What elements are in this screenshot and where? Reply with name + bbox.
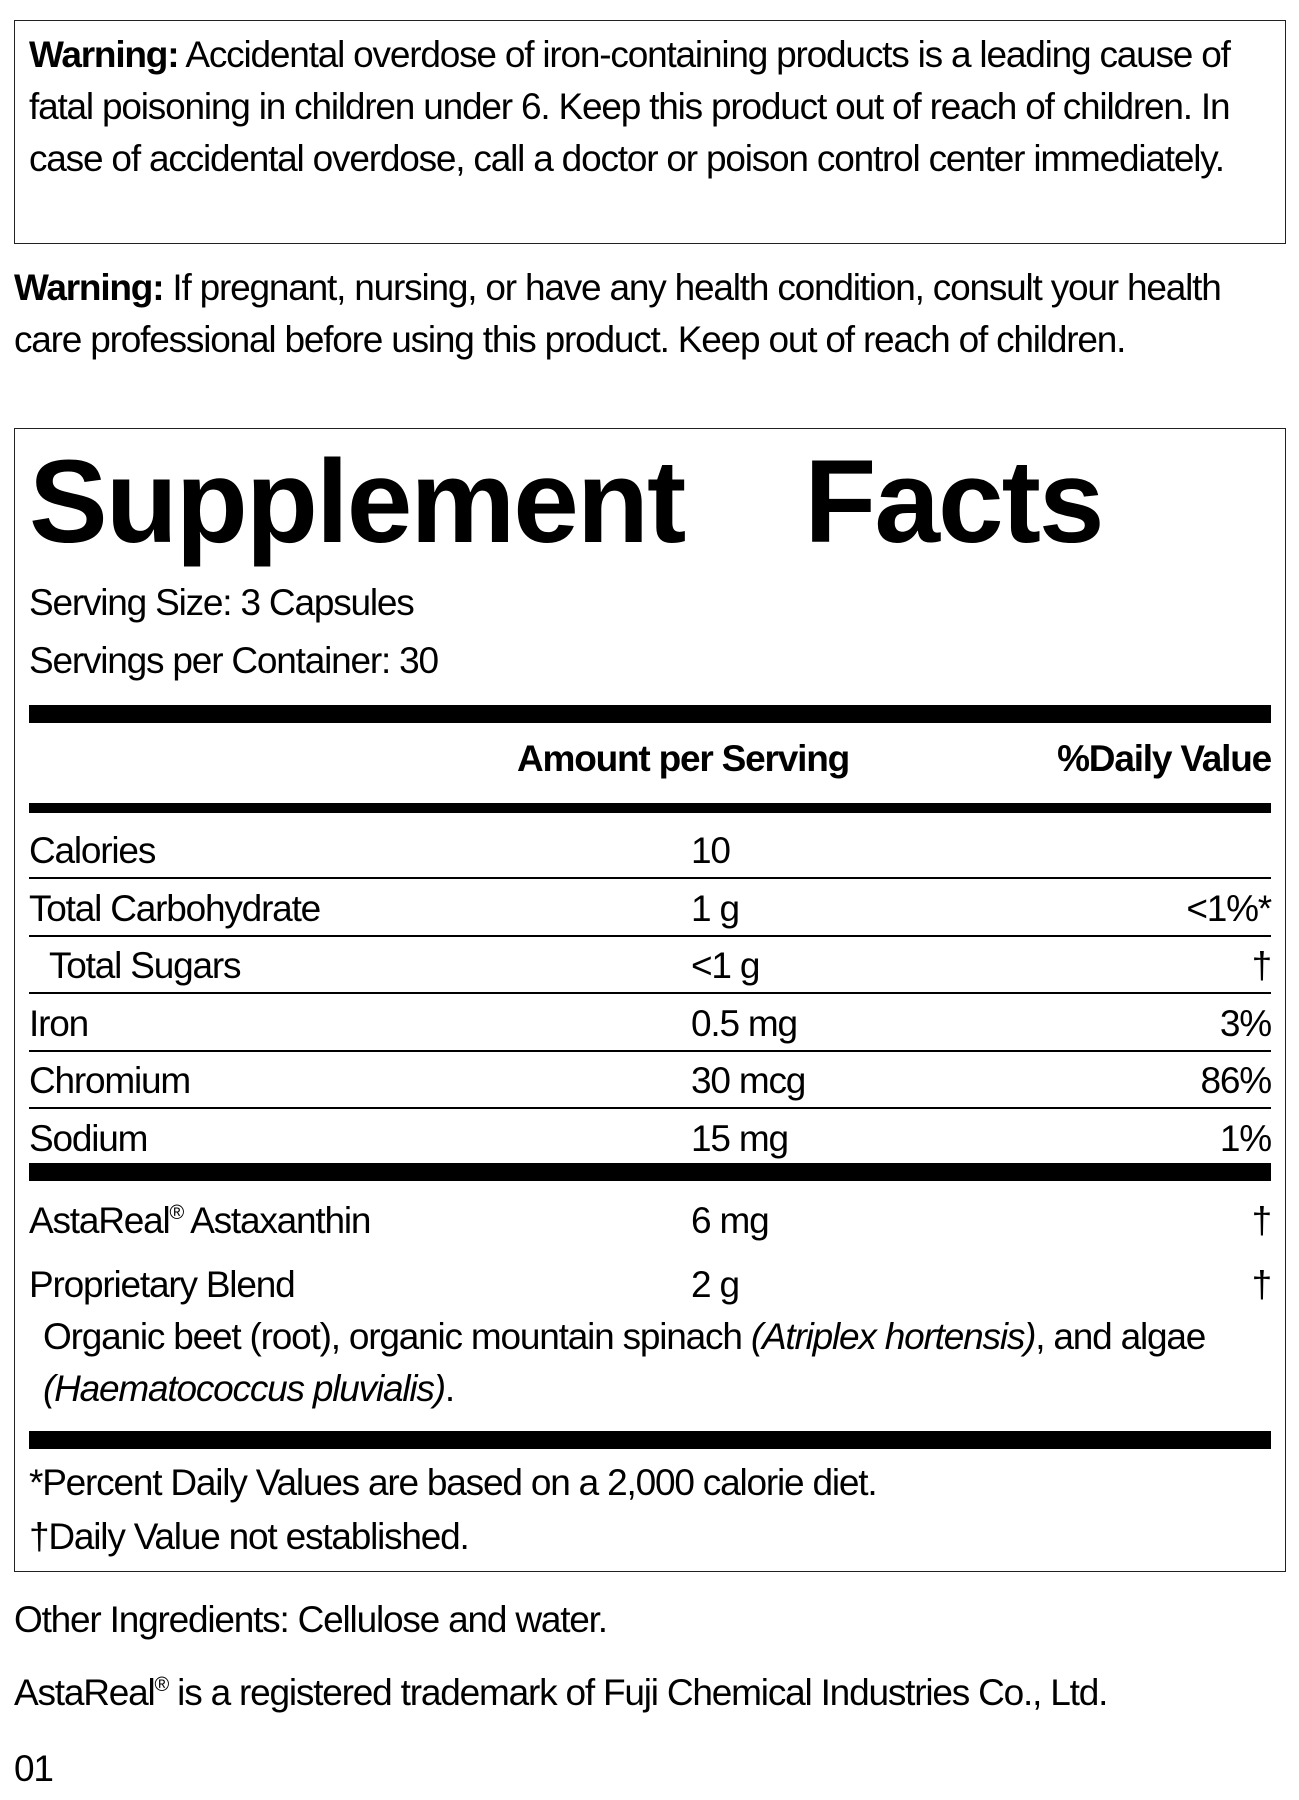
nutrient-dv: 3% (1219, 1002, 1272, 1044)
nutrient-row: Chromium 30 mcg 86% (29, 1053, 1273, 1110)
nutrient-amount: 10 (691, 830, 731, 871)
nutrient-row: Total Sugars <1 g † (29, 938, 1273, 995)
pregnancy-warning-text: If pregnant, nursing, or have any health… (14, 267, 1222, 360)
nutrient-dv: † (1251, 945, 1273, 986)
nutrient-name: Total Sugars (49, 945, 241, 986)
thick-divider (29, 1431, 1271, 1449)
footnote-dagger: †Daily Value not established. (29, 1516, 470, 1557)
nutrient-name: Proprietary Blend (29, 1264, 296, 1305)
row-divider (29, 877, 1271, 879)
nutrient-amount: <1 g (691, 945, 760, 986)
nutrient-name: Calories (29, 830, 156, 871)
nutrient-row: Proprietary Blend 2 g † (29, 1257, 1273, 1314)
serving-size: Serving Size: 3 Capsules (29, 582, 415, 623)
other-ingredients: Other Ingredients: Cellulose and water. (14, 1599, 608, 1640)
amount-header: Amount per Serving (517, 738, 850, 779)
thick-divider (29, 705, 1271, 723)
nutrient-row: Sodium 15 mg 1% (29, 1111, 1272, 1168)
nutrient-amount: 2 g (691, 1264, 740, 1305)
panel-title: Supplement Facts (29, 436, 1105, 568)
product-code: 01 (14, 1748, 54, 1789)
blend-ingredients: Organic beet (root), organic mountain sp… (43, 1316, 1206, 1409)
nutrient-amount: 15 mg (691, 1117, 789, 1159)
nutrient-amount: 0.5 mg (691, 1002, 798, 1044)
nutrient-name: Sodium (29, 1117, 148, 1159)
row-divider (29, 1049, 1271, 1052)
trademark-notice: AstaReal® is a registered trademark of F… (14, 1672, 1108, 1713)
nutrient-name: Total Carbohydrate (29, 887, 321, 929)
title-word: Facts (804, 436, 1104, 568)
row-divider (29, 992, 1271, 994)
nutrient-row: Total Carbohydrate 1 g <1%* (29, 881, 1272, 938)
thick-divider (29, 1163, 1271, 1181)
warning-label: Warning: (29, 34, 180, 75)
medium-divider (29, 803, 1271, 813)
nutrient-amount: 30 mcg (691, 1060, 806, 1101)
daily-value-header: %Daily Value (1057, 738, 1272, 779)
warning-label: Warning: (14, 267, 165, 308)
nutrient-amount: 6 mg (691, 1200, 770, 1241)
footnote-percent: *Percent Daily Values are based on a 2,0… (29, 1462, 878, 1503)
row-divider (29, 934, 1271, 937)
nutrient-name: Iron (29, 1002, 89, 1044)
nutrient-row: AstaReal® Astaxanthin 6 mg † (29, 1193, 1273, 1250)
nutrient-name: AstaReal® Astaxanthin (29, 1200, 371, 1241)
nutrient-dv: <1%* (1186, 887, 1272, 929)
servings-per-container: Servings per Container: 30 (29, 640, 439, 681)
row-divider (29, 1107, 1271, 1109)
nutrient-dv: † (1251, 1200, 1273, 1241)
nutrient-row: Calories 10 (29, 823, 1271, 880)
nutrient-dv: † (1251, 1264, 1273, 1305)
nutrient-amount: 1 g (691, 887, 740, 929)
supplement-facts-panel: Supplement Facts Serving Size: 3 Capsules… (14, 428, 1286, 1572)
nutrient-row: Iron 0.5 mg 3% (29, 996, 1272, 1053)
nutrient-dv: 1% (1219, 1117, 1272, 1159)
pregnancy-warning: Warning: If pregnant, nursing, or have a… (14, 262, 1286, 366)
title-word: Supplement (29, 436, 686, 568)
column-header-row: Amount per Serving %Daily Value (29, 731, 1272, 788)
nutrient-name: Chromium (29, 1060, 191, 1101)
iron-warning-text: Accidental overdose of iron-containing p… (29, 34, 1231, 179)
nutrient-dv: 86% (1200, 1060, 1273, 1101)
iron-warning-box: Warning: Accidental overdose of iron-con… (14, 20, 1286, 244)
